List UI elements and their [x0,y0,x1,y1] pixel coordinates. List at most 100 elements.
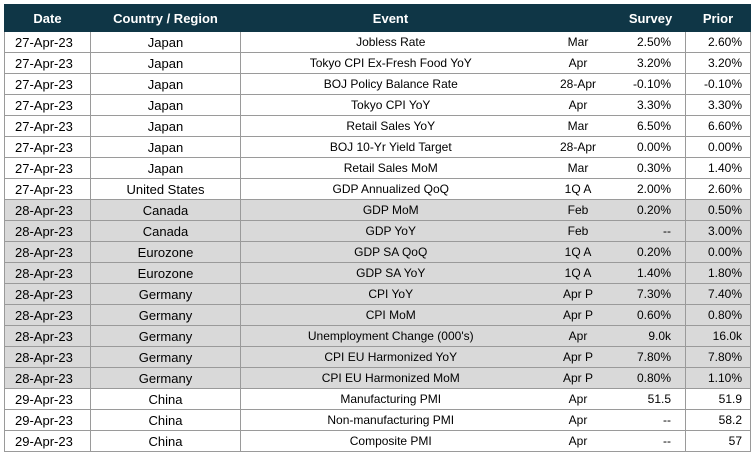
table-cell: CPI MoM [240,304,541,326]
table-cell: 29-Apr-23 [4,430,91,452]
table-cell: Japan [90,157,241,179]
table-row: 28-Apr-23 Eurozone GDP SA YoY 1Q A 1.40% 1.80… [4,262,751,284]
table-cell: GDP MoM [240,199,541,221]
table-cell: 7.80% [615,346,686,368]
table-cell: 9.0k [615,325,686,347]
table-cell: 0.00% [685,136,751,158]
table-cell: CPI YoY [240,283,541,305]
table-cell: United States [90,178,241,200]
table-cell: 28-Apr [540,136,616,158]
table-row: 28-Apr-23 Germany CPI EU Harmonized MoM Apr… [4,367,751,389]
table-row: 27-Apr-23 Japan BOJ 10-Yr Yield Target 28-A… [4,136,751,158]
table-cell: Apr [540,94,616,116]
table-cell: 29-Apr-23 [4,409,91,431]
table-cell: 51.5 [615,388,686,410]
table-cell: 27-Apr-23 [4,115,91,137]
table-row: 27-Apr-23 Japan Retail Sales YoY Mar 6.50% 6.… [4,115,751,137]
table-cell: China [90,388,241,410]
table-row: 28-Apr-23 Germany CPI MoM Apr P 0.60% 0.80% [4,304,751,326]
header-cell: Country / Region [90,4,241,32]
table-cell: 28-Apr-23 [4,199,91,221]
table-cell: 3.30% [685,94,751,116]
table-cell: GDP YoY [240,220,541,242]
table-cell: Germany [90,367,241,389]
table-cell: 0.20% [615,199,686,221]
header-cell: Prior [685,4,751,32]
table-cell: 7.80% [685,346,751,368]
table-cell: 1.10% [685,367,751,389]
table-cell: -- [615,220,686,242]
table-cell: 27-Apr-23 [4,178,91,200]
table-cell: 2.50% [615,31,686,53]
table-cell: Feb [540,220,616,242]
table-cell: 28-Apr [540,73,616,95]
table-cell: 2.60% [685,31,751,53]
table-cell: Non-manufacturing PMI [240,409,541,431]
table-cell: 28-Apr-23 [4,262,91,284]
table-cell: -0.10% [615,73,686,95]
table-cell: China [90,409,241,431]
table-cell: Eurozone [90,262,241,284]
table-cell: 1Q A [540,262,616,284]
table-row: 28-Apr-23 Germany Unemployment Change (000… [4,325,751,347]
table-cell: CPI EU Harmonized YoY [240,346,541,368]
table-cell: 1.40% [615,262,686,284]
table-cell: 6.60% [685,115,751,137]
header-cell: Date [4,4,91,32]
header-cell: Survey [615,4,686,32]
table-cell: Apr [540,325,616,347]
table-cell: Mar [540,115,616,137]
table-cell: BOJ 10-Yr Yield Target [240,136,541,158]
table-row: 28-Apr-23 Germany CPI EU Harmonized YoY Apr… [4,346,751,368]
header-row: Date Country / Region Event Survey Prior [4,4,751,32]
table-cell: 27-Apr-23 [4,31,91,53]
table-row: 27-Apr-23 Japan Tokyo CPI Ex-Fresh Food Yo… [4,52,751,74]
table-cell: 28-Apr-23 [4,346,91,368]
table-cell: 2.00% [615,178,686,200]
table-cell: Japan [90,115,241,137]
table-cell: 0.60% [615,304,686,326]
table-row: 29-Apr-23 China Manufacturing PMI Apr 51.5 51… [4,388,751,410]
table-cell: 27-Apr-23 [4,52,91,74]
table-cell: Tokyo CPI Ex-Fresh Food YoY [240,52,541,74]
table-cell: 27-Apr-23 [4,94,91,116]
table-cell: Retail Sales YoY [240,115,541,137]
table-cell: 28-Apr-23 [4,304,91,326]
table-cell: 0.30% [615,157,686,179]
table-cell: Japan [90,94,241,116]
table-cell: Canada [90,220,241,242]
table-cell: 3.20% [685,52,751,74]
table-cell: 16.0k [685,325,751,347]
table-cell: -- [615,409,686,431]
table-cell: 3.00% [685,220,751,242]
table-cell: 27-Apr-23 [4,157,91,179]
table-cell: 29-Apr-23 [4,388,91,410]
table-cell: Feb [540,199,616,221]
table-cell: Unemployment Change (000's) [240,325,541,347]
table-cell: GDP SA QoQ [240,241,541,263]
table-row: 28-Apr-23 Germany CPI YoY Apr P 7.30% 7.40% [4,283,751,305]
table-cell: 51.9 [685,388,751,410]
table-cell: 1Q A [540,241,616,263]
table-cell: 1Q A [540,178,616,200]
table-cell: 0.80% [615,367,686,389]
table-cell: 0.00% [615,136,686,158]
table-cell: Mar [540,31,616,53]
table-cell: Japan [90,52,241,74]
table-cell: 28-Apr-23 [4,367,91,389]
header-cell: Event [240,4,541,32]
table-cell: Germany [90,304,241,326]
table-cell: 0.50% [685,199,751,221]
table-row: 29-Apr-23 China Composite PMI Apr -- 57 [4,430,751,452]
table-cell: BOJ Policy Balance Rate [240,73,541,95]
table-row: 28-Apr-23 Canada GDP YoY Feb -- 3.00% [4,220,751,242]
table-cell: -0.10% [685,73,751,95]
table-cell: Eurozone [90,241,241,263]
table-row: 27-Apr-23 Japan Jobless Rate Mar 2.50% 2.60% [4,31,751,53]
table-cell: 7.30% [615,283,686,305]
table-cell: Germany [90,325,241,347]
table-body: 27-Apr-23 Japan Jobless Rate Mar 2.50% 2.60% 2… [4,31,751,452]
table-cell: Germany [90,346,241,368]
table-row: 28-Apr-23 Eurozone GDP SA QoQ 1Q A 0.20% 0.00… [4,241,751,263]
